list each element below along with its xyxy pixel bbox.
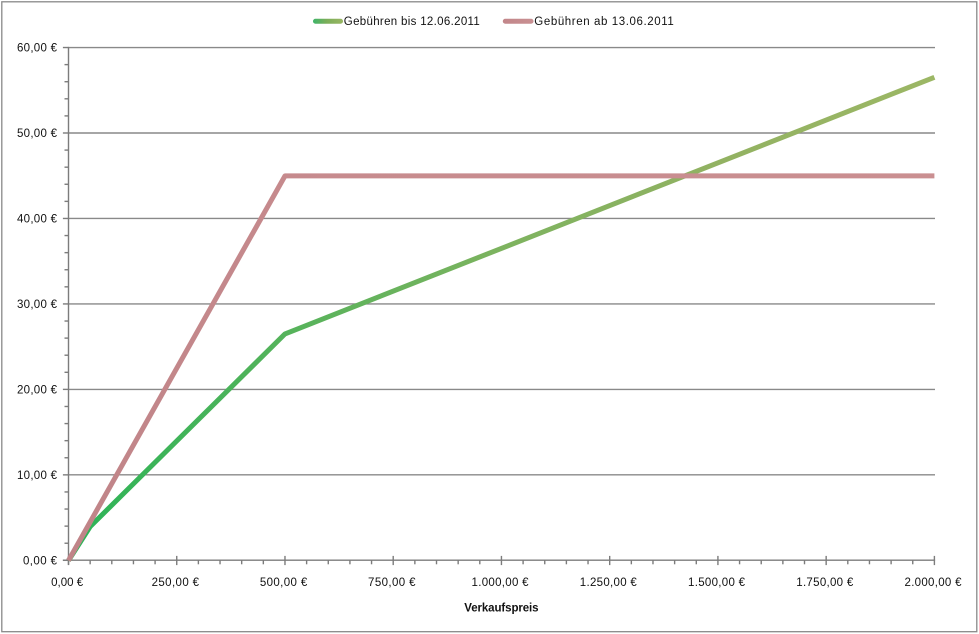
svg-text:750,00 €: 750,00 € bbox=[368, 577, 416, 589]
svg-text:2.000,00 €: 2.000,00 € bbox=[905, 577, 963, 589]
svg-text:250,00 €: 250,00 € bbox=[152, 577, 200, 589]
svg-text:0,00 €: 0,00 € bbox=[51, 577, 84, 589]
svg-text:20,00 €: 20,00 € bbox=[17, 384, 58, 396]
svg-text:40,00 €: 40,00 € bbox=[17, 214, 58, 226]
svg-text:Gebühren bis 12.06.2011: Gebühren bis 12.06.2011 bbox=[344, 16, 480, 28]
svg-text:0,00 €: 0,00 € bbox=[23, 555, 58, 567]
svg-text:1.250,00 €: 1.250,00 € bbox=[580, 577, 638, 589]
svg-text:50,00 €: 50,00 € bbox=[17, 128, 58, 140]
svg-text:Verkaufspreis: Verkaufspreis bbox=[464, 603, 538, 615]
svg-text:500,00 €: 500,00 € bbox=[260, 577, 308, 589]
svg-text:30,00 €: 30,00 € bbox=[17, 299, 58, 311]
svg-text:60,00 €: 60,00 € bbox=[17, 43, 58, 55]
svg-text:Gebühren ab 13.06.2011: Gebühren ab 13.06.2011 bbox=[534, 16, 674, 28]
svg-text:1.750,00 €: 1.750,00 € bbox=[796, 577, 854, 589]
svg-text:1.500,00 €: 1.500,00 € bbox=[688, 577, 746, 589]
svg-text:1.000,00 €: 1.000,00 € bbox=[472, 577, 530, 589]
svg-text:10,00 €: 10,00 € bbox=[17, 470, 58, 482]
